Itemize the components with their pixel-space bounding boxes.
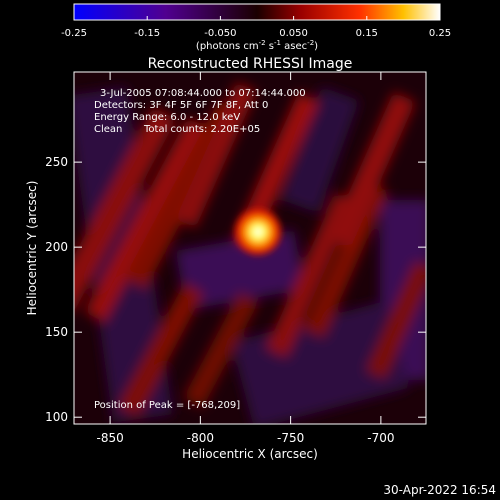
annotation-time: 3-Jul-2005 07:08:44.000 to 07:14:44.000 (100, 88, 306, 99)
annotation-detectors: Detectors: 3F 4F 5F 6F 7F 8F, Att 0 (94, 100, 268, 111)
image-map (74, 72, 426, 424)
x-tick-label: -850 (96, 431, 123, 445)
x-tick-label: -700 (367, 431, 394, 445)
colorbar-tick-label: -0.25 (61, 28, 87, 39)
y-axis-label: Heliocentric Y (arcsec) (25, 181, 39, 316)
x-tick-label: -800 (187, 431, 214, 445)
colorbar-unit: (photons cm-2 s-1 asec-2) (196, 39, 318, 52)
colorbar-frame (73, 3, 441, 21)
y-tick-label: 200 (45, 240, 68, 254)
axis-ticks: -850 -800 -750 -700 100 150 200 250 (45, 72, 426, 445)
x-axis-label: Heliocentric X (arcsec) (182, 447, 318, 461)
colorbar-tick-label: -0.15 (134, 28, 160, 39)
colorbar-tick-label: 0.15 (356, 28, 378, 39)
x-tick-label: -750 (277, 431, 304, 445)
timestamp: 30-Apr-2022 16:54 (383, 483, 496, 497)
annotation-energy: Energy Range: 6.0 - 12.0 keV (94, 112, 240, 123)
annotation-clean: Clean (94, 124, 122, 135)
plot-frame (73, 71, 427, 425)
colorbar-ticks: -0.25 -0.15 -0.050 0.050 0.15 0.25 (61, 16, 451, 39)
colorbar-tick-label: 0.25 (429, 28, 451, 39)
peak-spot (232, 205, 285, 258)
colorbar-tick-label: 0.050 (279, 28, 308, 39)
annotation-peak: Position of Peak = [-768,209] (94, 400, 240, 411)
y-tick-label: 150 (45, 325, 68, 339)
y-tick-label: 100 (45, 410, 68, 424)
colorbar-tick-label: -0.050 (204, 28, 236, 39)
colorbar (74, 4, 440, 20)
annotation-counts: Total counts: 2.20E+05 (143, 124, 260, 135)
y-tick-label: 250 (45, 155, 68, 169)
chart-title: Reconstructed RHESSI Image (148, 56, 353, 72)
